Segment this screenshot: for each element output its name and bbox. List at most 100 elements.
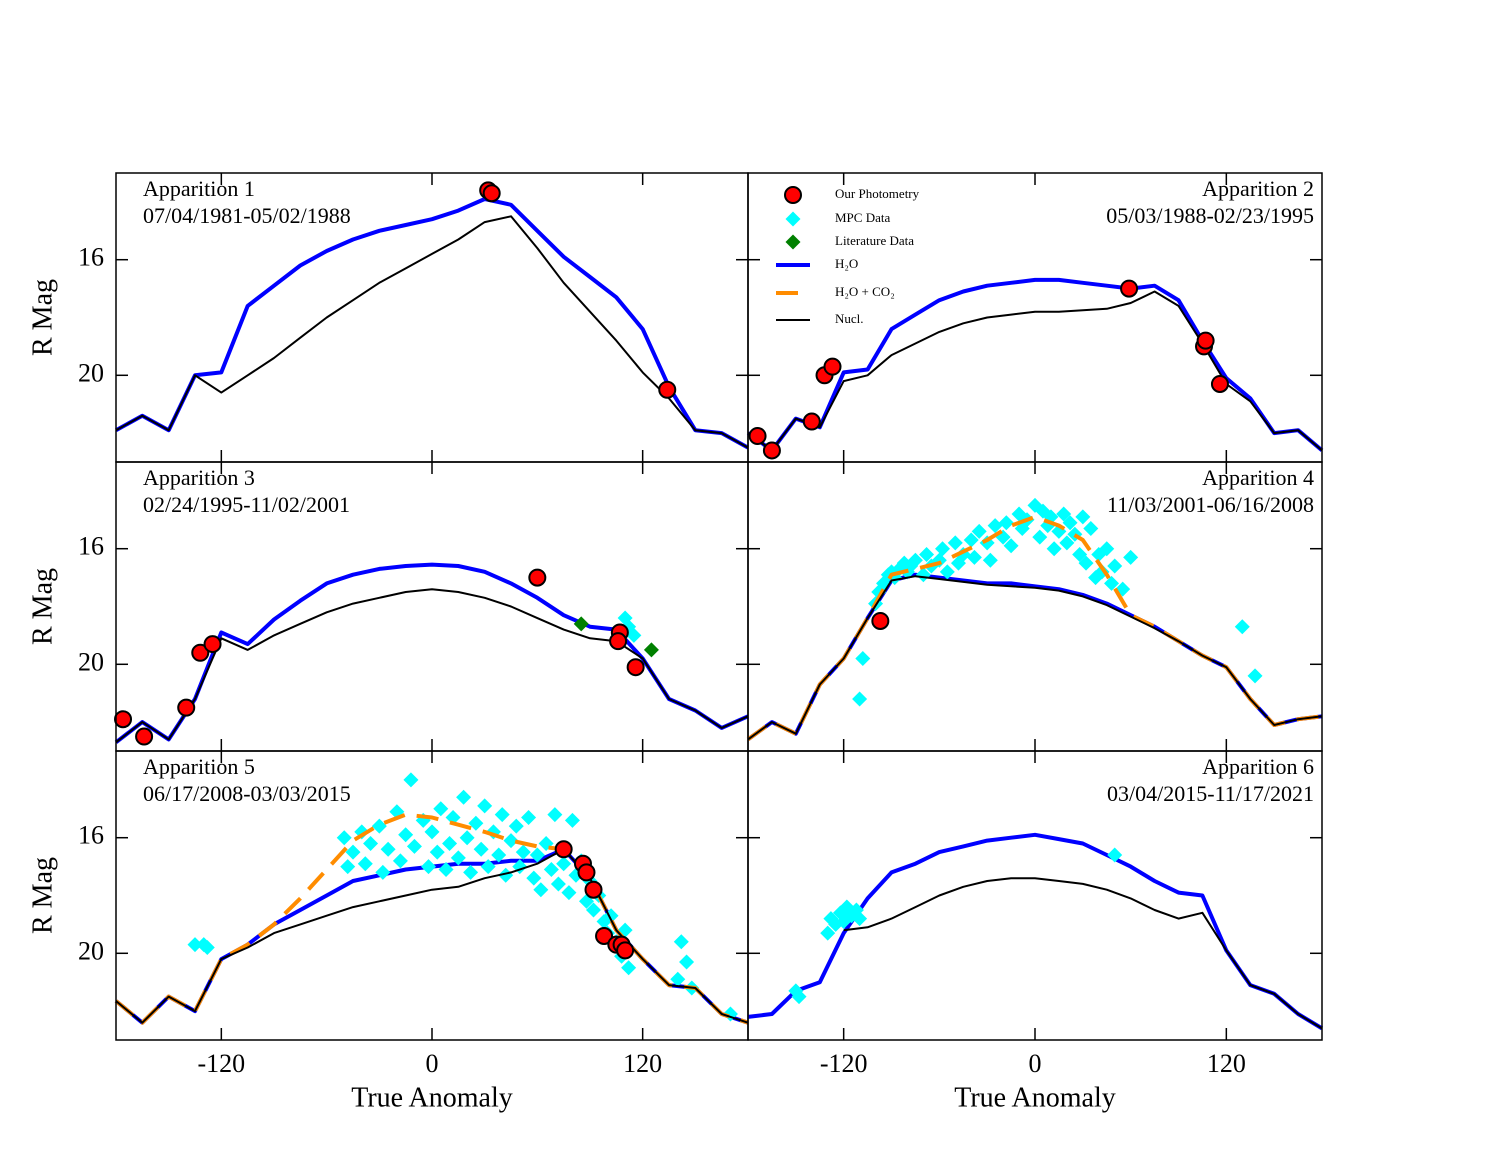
diamond-point [503, 833, 519, 849]
diamond-point [406, 838, 422, 854]
diamond-point [907, 552, 923, 568]
model-curve [115, 197, 749, 450]
panel-title: Apparition 1 [143, 176, 255, 201]
diamond-point [543, 861, 559, 877]
photometry-point [871, 611, 890, 630]
diamond-point [820, 925, 836, 941]
photometry-point [203, 635, 222, 654]
panel-subtitle: 05/03/1988-02/23/1995 [1106, 203, 1314, 228]
diamond-point [187, 937, 203, 953]
y-tick-label: 16 [78, 532, 104, 561]
diamond-point [966, 549, 982, 565]
diamond-point [1075, 509, 1091, 525]
diamond-point [1104, 575, 1120, 591]
diamond-point [371, 818, 387, 834]
panel-title: Apparition 6 [1202, 754, 1314, 779]
x-tick-label: 0 [1029, 1049, 1042, 1078]
photometry-point [626, 658, 645, 677]
diamond-point [508, 818, 524, 834]
photometry-point [616, 941, 635, 960]
diamond-point [1083, 520, 1099, 536]
diamond-point [363, 835, 379, 851]
diamond-point [998, 515, 1014, 531]
photometry-point [823, 357, 842, 376]
panel-subtitle: 11/03/2001-06/16/2008 [1107, 492, 1314, 517]
photometry-point [528, 568, 547, 587]
legend-label: Literature Data [835, 233, 914, 248]
model-curve [843, 877, 1323, 1030]
diamond-point [199, 940, 215, 956]
diamond-point [852, 911, 868, 927]
diamond-point [392, 853, 408, 869]
diamond-point [947, 535, 963, 551]
diamond-point [1107, 847, 1123, 863]
diamond-point [673, 934, 689, 950]
model-curve [115, 215, 749, 449]
legend-symbol [785, 234, 801, 250]
panel-title: Apparition 4 [1202, 465, 1314, 490]
legend-symbol [784, 186, 802, 204]
diamond-point [1056, 506, 1072, 522]
legend-label: Our Photometry [835, 186, 920, 201]
panel-title: Apparition 5 [143, 754, 255, 779]
model-curve [114, 812, 749, 1025]
diamond-point [1107, 558, 1123, 574]
model-curve [114, 847, 749, 1025]
x-tick-label: 120 [623, 1049, 662, 1078]
diamond-point [670, 971, 686, 987]
photometry-point [554, 840, 573, 859]
diamond-point [791, 989, 807, 1005]
photometry-point [802, 412, 821, 431]
panel-subtitle: 02/24/1995-11/02/2001 [143, 492, 350, 517]
diamond-point [564, 812, 580, 828]
diamond-point [586, 902, 602, 918]
diamond-point [468, 815, 484, 831]
diamond-point [987, 518, 1003, 534]
photometry-point [584, 880, 603, 899]
diamond-point [556, 856, 572, 872]
photometry-point [595, 926, 614, 945]
diamond-point [971, 523, 987, 539]
diamond-point [1003, 538, 1019, 554]
x-axis-label: True Anomaly [954, 1082, 1116, 1113]
x-axis-label: True Anomaly [351, 1082, 513, 1113]
diamond-point [336, 830, 352, 846]
diamond-point [1072, 546, 1088, 562]
diamond-point [450, 850, 466, 866]
diamond-point [550, 876, 566, 892]
legend-label: H₂O [835, 256, 858, 271]
model-curve [746, 514, 1323, 742]
legend-label: Nucl. [835, 311, 864, 326]
photometry-point [762, 441, 781, 460]
diamond-point [375, 864, 391, 880]
diamond-point [345, 844, 361, 860]
diamond-point [1234, 619, 1250, 635]
diamond-point [547, 807, 563, 823]
diamond-point [679, 954, 695, 970]
diamond-point [494, 807, 510, 823]
x-tick-label: -120 [197, 1049, 245, 1078]
diamond-point [498, 867, 514, 883]
diamond-point [621, 960, 637, 976]
y-tick-label: 16 [78, 821, 104, 850]
photometry-point [482, 184, 501, 203]
y-axis-label: R Mag [27, 857, 58, 934]
diamond-point [491, 847, 507, 863]
model-curve [747, 575, 1323, 741]
diamond-point [424, 824, 440, 840]
photometry-point [1120, 279, 1139, 298]
diamond-point [340, 859, 356, 875]
diamond-point [1032, 529, 1048, 545]
diamond-point [533, 882, 549, 898]
photometry-point [577, 863, 596, 882]
diamond-point [357, 856, 373, 872]
diamond-point [459, 830, 475, 846]
diamond-point [515, 844, 531, 860]
legend-label: H₂O + CO₂ [835, 284, 895, 299]
photometry-point [114, 710, 133, 729]
diamond-point [643, 642, 659, 658]
diamond-point [456, 789, 472, 805]
legend-symbol [785, 211, 801, 227]
